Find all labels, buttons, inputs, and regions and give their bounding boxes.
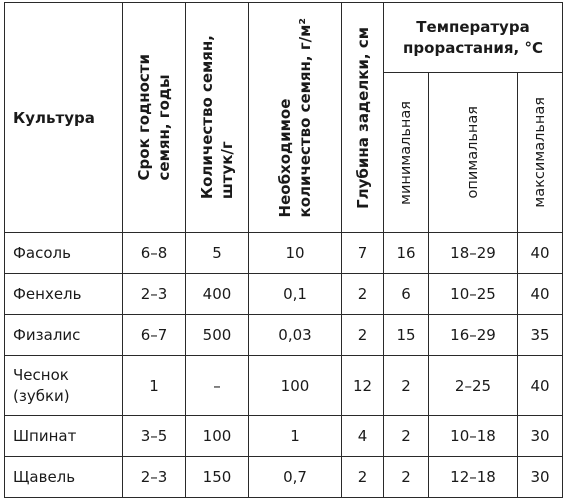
table-row: Щавель 2–3 150 0,7 2 2 12–18 30 xyxy=(4,456,564,498)
cell-amount: 1 xyxy=(248,415,342,457)
cell-crop: Шпинат xyxy=(4,415,123,457)
cell-count: – xyxy=(185,355,249,416)
table-row: Чеснок (зубки) 1 – 100 12 2 2–25 40 xyxy=(4,355,564,416)
cell-crop: Чеснок (зубки) xyxy=(4,355,123,416)
header-temp-min: минимальная xyxy=(383,72,429,233)
cell-depth: 7 xyxy=(341,232,384,274)
cell-tmin: 2 xyxy=(383,415,429,457)
header-temperature: Температура прорастания, °С xyxy=(382,2,564,73)
cell-shelf: 3–5 xyxy=(122,415,186,457)
cell-topt: 16–29 xyxy=(428,314,518,356)
cell-depth: 4 xyxy=(341,415,384,457)
table-row: Фасоль 6–8 5 10 7 16 18–29 40 xyxy=(4,232,564,274)
header-crop: Культура xyxy=(4,2,123,233)
header-seed-amount: Необходимое количество семян, г/м² xyxy=(248,2,342,233)
table-row: Физалис 6–7 500 0,03 2 15 16–29 35 xyxy=(4,314,564,356)
cell-tmin: 16 xyxy=(383,232,429,274)
cell-crop: Физалис xyxy=(4,314,123,356)
cell-amount: 0,1 xyxy=(248,273,342,315)
cell-tmax: 40 xyxy=(516,232,564,274)
cell-topt: 2–25 xyxy=(428,355,518,416)
cell-tmax: 30 xyxy=(516,415,564,457)
cell-amount: 10 xyxy=(248,232,342,274)
cell-tmin: 6 xyxy=(383,273,429,315)
cell-tmax: 40 xyxy=(516,273,564,315)
header-shelf-life: Срок годности семян, годы xyxy=(122,2,186,233)
cell-tmax: 40 xyxy=(516,355,564,416)
header-row-1: Культура Срок годности семян, годы Колич… xyxy=(4,2,564,233)
cell-count: 150 xyxy=(185,456,249,498)
cell-crop: Фенхель xyxy=(4,273,123,315)
cell-topt: 10–18 xyxy=(428,415,518,457)
cell-shelf: 6–7 xyxy=(122,314,186,356)
cell-tmin: 15 xyxy=(383,314,429,356)
cell-shelf: 6–8 xyxy=(122,232,186,274)
header-temp-max: максимальная xyxy=(516,72,564,233)
table-row: Фенхель 2–3 400 0,1 2 6 10–25 40 xyxy=(4,273,564,315)
cell-shelf: 2–3 xyxy=(122,273,186,315)
cell-topt: 18–29 xyxy=(428,232,518,274)
cell-crop: Фасоль xyxy=(4,232,123,274)
cell-amount: 0,03 xyxy=(248,314,342,356)
header-temp-opt: опимальная xyxy=(428,72,518,233)
cell-shelf: 2–3 xyxy=(122,456,186,498)
cell-crop: Щавель xyxy=(4,456,123,498)
header-depth: Глубина заделки, см xyxy=(341,2,384,233)
cell-topt: 10–25 xyxy=(428,273,518,315)
cell-depth: 2 xyxy=(341,273,384,315)
cell-count: 500 xyxy=(185,314,249,356)
seed-table: Культура Срок годности семян, годы Колич… xyxy=(4,2,564,498)
cell-count: 100 xyxy=(185,415,249,457)
cell-count: 5 xyxy=(185,232,249,274)
table-row: Шпинат 3–5 100 1 4 2 10–18 30 xyxy=(4,415,564,457)
cell-depth: 12 xyxy=(341,355,384,416)
cell-tmin: 2 xyxy=(383,355,429,416)
cell-topt: 12–18 xyxy=(428,456,518,498)
cell-amount: 0,7 xyxy=(248,456,342,498)
cell-shelf: 1 xyxy=(122,355,186,416)
header-seed-count: Количество семян, штук/г xyxy=(185,2,249,233)
cell-count: 400 xyxy=(185,273,249,315)
cell-tmax: 30 xyxy=(516,456,564,498)
cell-tmin: 2 xyxy=(383,456,429,498)
cell-amount: 100 xyxy=(248,355,342,416)
cell-depth: 2 xyxy=(341,456,384,498)
cell-tmax: 35 xyxy=(516,314,564,356)
cell-depth: 2 xyxy=(341,314,384,356)
